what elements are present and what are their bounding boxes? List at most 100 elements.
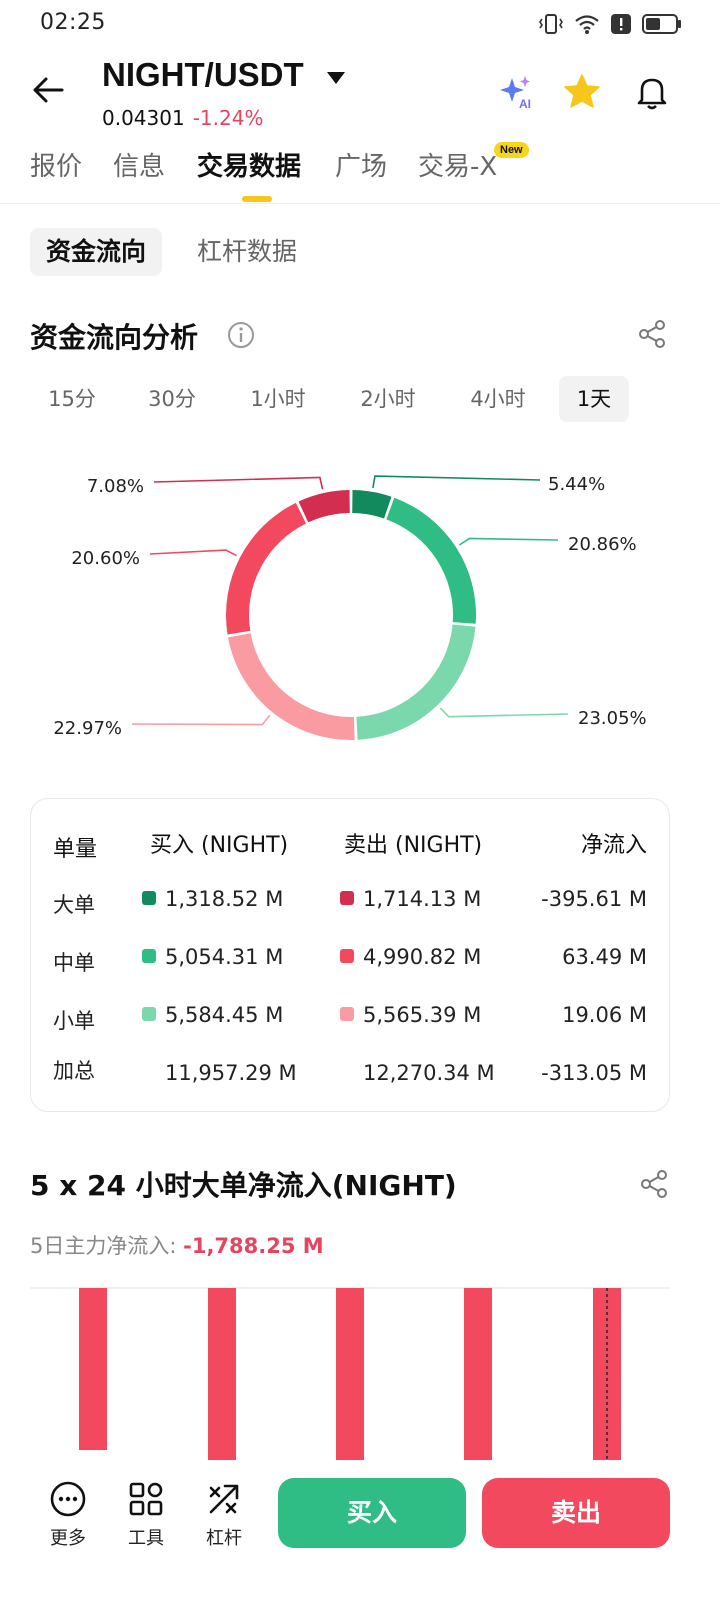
bar-day-2: [208, 1288, 236, 1460]
slice-leader-line: [372, 475, 541, 489]
header-sell: 卖出 (NIGHT): [344, 833, 483, 858]
header-net-inflow: 净流入: [580, 833, 647, 858]
new-badge: New: [494, 142, 529, 158]
donut-slice: [225, 502, 307, 635]
slice-leader-line: [149, 549, 237, 557]
row-total-buy: 11,957.29 M: [165, 1061, 297, 1085]
five-day-net-inflow: 5日主力净流入: -1,788.25 M: [30, 1230, 324, 1260]
large-flow-title: 5 x 24 小时大单净流入(NIGHT): [30, 1169, 457, 1202]
fund-flow-donut-chart: 5.44% 20.86% 23.05% 22.97% 20.60% 7.08%: [53, 474, 647, 740]
row-medium-buy: 5,054.31 M: [142, 945, 283, 969]
alert-icon: [611, 14, 631, 34]
sell-button[interactable]: 卖出: [482, 1478, 670, 1548]
row-small-net: 19.06 M: [562, 1003, 647, 1027]
back-arrow-icon[interactable]: [28, 70, 68, 110]
info-icon[interactable]: [226, 320, 256, 350]
slice-label: 7.08%: [87, 476, 144, 497]
more-icon: [50, 1481, 86, 1517]
period-30m[interactable]: 30分: [148, 387, 196, 411]
tab-square[interactable]: 广场: [335, 152, 388, 182]
period-15m[interactable]: 15分: [48, 387, 96, 411]
period-selector: 15分 30分 1小时 2小时 4小时 1天: [30, 376, 690, 422]
subtab-leverage-data[interactable]: 杠杆数据: [197, 237, 298, 266]
tab-quote[interactable]: 报价: [30, 152, 83, 182]
fund-flow-title: 资金流向分析: [30, 321, 199, 354]
period-2h[interactable]: 2小时: [360, 387, 416, 411]
donut-slice: [386, 497, 476, 624]
row-total-label: 加总: [53, 1059, 95, 1083]
subtab-fund-flow[interactable]: 资金流向: [30, 228, 163, 276]
bar-day-1: [79, 1288, 107, 1450]
five-day-value: -1,788.25 M: [183, 1234, 324, 1258]
more-label: 更多: [50, 1528, 86, 1549]
donut-slice: [356, 624, 476, 740]
legend-swatch: [340, 891, 354, 905]
share-icon[interactable]: [636, 318, 668, 350]
value: 1,318.52 M: [165, 887, 284, 911]
last-price: 0.04301: [102, 106, 185, 130]
status-bar: 02:25: [0, 0, 720, 48]
slice-leader-line: [131, 714, 271, 726]
tab-bar: 报价 信息 交易数据 广场 交易-X New: [0, 140, 720, 204]
bar-day-4: [464, 1288, 492, 1460]
row-medium-sell: 4,990.82 M: [340, 945, 481, 969]
more-button[interactable]: 更多: [38, 1480, 98, 1550]
value: 4,990.82 M: [363, 945, 482, 969]
tools-label: 工具: [128, 1528, 164, 1549]
row-large-label: 大单: [53, 893, 95, 917]
row-large-buy: 1,318.52 M: [142, 887, 283, 911]
large-flow-bar-chart: [30, 1287, 670, 1462]
value: 5,584.45 M: [165, 1003, 284, 1027]
tab-trade-x[interactable]: 交易-X: [418, 152, 498, 182]
tools-grid-icon: [129, 1482, 163, 1516]
tools-button[interactable]: 工具: [116, 1480, 176, 1550]
legend-swatch: [142, 949, 156, 963]
slice-label: 20.86%: [568, 534, 637, 555]
legend-swatch: [142, 891, 156, 905]
flow-table-card: 单量 买入 (NIGHT) 卖出 (NIGHT) 净流入 大单 1,318.52…: [30, 798, 670, 1112]
period-4h[interactable]: 4小时: [470, 387, 526, 411]
row-small-buy: 5,584.45 M: [142, 1003, 283, 1027]
row-small-sell: 5,565.39 M: [340, 1003, 481, 1027]
tab-trade-data[interactable]: 交易数据: [197, 152, 302, 182]
bar-day-3: [336, 1288, 364, 1460]
favorite-star-icon[interactable]: [562, 72, 602, 112]
bottom-action-bar: 更多 工具 杠杆 买入 卖出: [0, 1462, 720, 1612]
donut-slice: [228, 633, 355, 740]
slice-label: 23.05%: [578, 708, 647, 729]
five-day-label: 5日主力净流入:: [30, 1234, 177, 1258]
donut-slice: [298, 490, 350, 523]
tab-info[interactable]: 信息: [113, 152, 166, 182]
share-icon[interactable]: [638, 1168, 670, 1200]
status-icons: [538, 12, 682, 36]
wifi-icon: [575, 15, 599, 34]
svg-text:AI: AI: [519, 97, 531, 111]
legend-swatch: [142, 1007, 156, 1021]
leverage-icon: [209, 1484, 239, 1514]
value: 5,054.31 M: [165, 945, 284, 969]
slice-leader-line: [153, 476, 324, 490]
period-1h[interactable]: 1小时: [250, 387, 306, 411]
slice-label: 20.60%: [71, 548, 140, 569]
header-buy: 买入 (NIGHT): [150, 833, 289, 858]
value: 5,565.39 M: [363, 1003, 482, 1027]
period-1d[interactable]: 1天: [559, 376, 629, 422]
leverage-label: 杠杆: [206, 1528, 242, 1549]
legend-swatch: [340, 1007, 354, 1021]
price-line: 0.04301 -1.24%: [102, 106, 263, 130]
header: NIGHT/USDT 0.04301 -1.24% AI: [0, 48, 720, 138]
caret-down-icon[interactable]: [325, 68, 347, 88]
buy-button[interactable]: 买入: [278, 1478, 466, 1548]
slice-label: 5.44%: [548, 474, 605, 495]
donut-slice: [352, 490, 392, 519]
active-tab-indicator: [242, 196, 272, 202]
bell-icon[interactable]: [632, 72, 672, 112]
leverage-button[interactable]: 杠杆: [194, 1480, 254, 1550]
value: 1,714.13 M: [363, 887, 482, 911]
pair-title[interactable]: NIGHT/USDT: [102, 56, 304, 93]
header-order-size: 单量: [53, 837, 98, 862]
price-change: -1.24%: [192, 106, 264, 130]
slice-leader-line: [439, 707, 569, 718]
row-large-sell: 1,714.13 M: [340, 887, 481, 911]
ai-sparkle-icon[interactable]: AI: [496, 72, 536, 112]
